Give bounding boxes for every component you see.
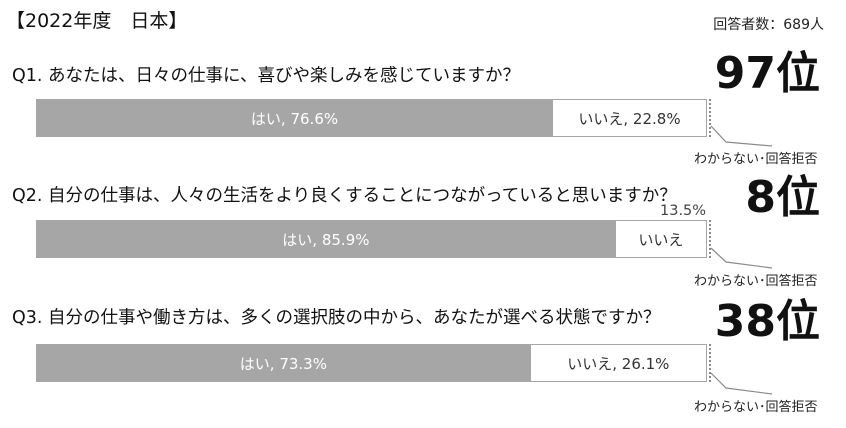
bar-segment-refusal: [706, 99, 711, 137]
refusal-label: わからない･回答拒否: [694, 152, 818, 167]
question-block-1: Q1. あなたは、日々の仕事に、喜びや楽しみを感じていますか？ 97位 はい, …: [0, 46, 846, 176]
bar-segment-yes: はい, 85.9%: [36, 220, 616, 258]
question-text: Q1. あなたは、日々の仕事に、喜びや楽しみを感じていますか？: [12, 66, 521, 86]
chart-title: 【2022年度 日本】: [6, 10, 188, 32]
bar-segment-yes: はい, 76.6%: [36, 99, 554, 137]
bar-segment-no: いいえ: [615, 220, 707, 258]
question-text: Q2. 自分の仕事は、人々の生活をより良くすることにつながっていると思いますか？: [12, 186, 677, 206]
bar-segment-refusal: [706, 220, 711, 258]
rank-label: 97位: [714, 48, 820, 99]
bar-segment-refusal: [706, 344, 711, 382]
no-value-label: 13.5%: [660, 203, 707, 219]
refusal-label: わからない･回答拒否: [694, 274, 818, 289]
stacked-bar: はい, 85.9% いいえ: [36, 220, 711, 258]
question-block-2: Q2. 自分の仕事は、人々の生活をより良くすることにつながっていると思いますか？…: [0, 176, 846, 306]
bar-segment-yes: はい, 73.3%: [36, 344, 531, 382]
rank-label: 38位: [714, 296, 820, 347]
rank-label: 8位: [745, 172, 820, 223]
refusal-label: わからない･回答拒否: [694, 400, 818, 415]
question-block-3: Q3. 自分の仕事や働き方は、多くの選択肢の中から、あなたが選べる状態ですか？ …: [0, 298, 846, 428]
stacked-bar: はい, 76.6% いいえ, 22.8%: [36, 99, 711, 137]
stacked-bar: はい, 73.3% いいえ, 26.1%: [36, 344, 711, 382]
question-text: Q3. 自分の仕事や働き方は、多くの選択肢の中から、あなたが選べる状態ですか？: [12, 308, 661, 328]
bar-segment-no: いいえ, 26.1%: [530, 344, 707, 382]
bar-segment-no: いいえ, 22.8%: [553, 99, 707, 137]
respondent-count: 回答者数：689人: [713, 17, 824, 33]
